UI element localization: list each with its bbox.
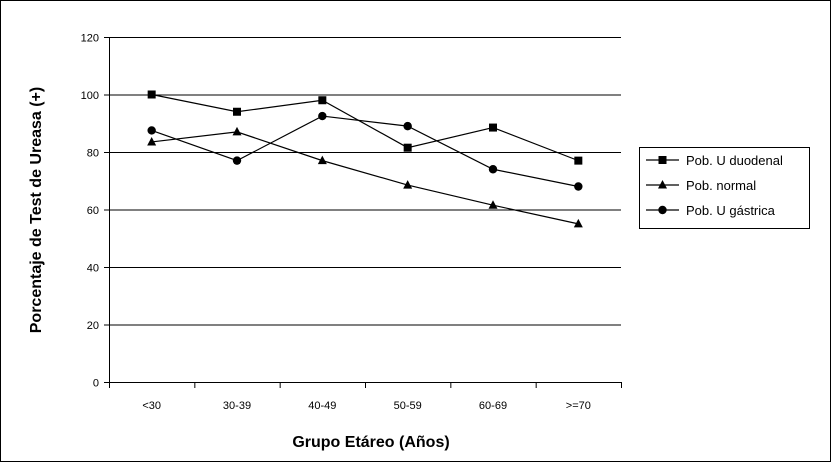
data-point-circle	[488, 165, 498, 174]
legend-label: Pob. U duodenal	[686, 153, 783, 168]
legend-item: Pob. U duodenal	[646, 153, 783, 168]
x-tick-label: 40-49	[308, 400, 336, 412]
series-line-circle	[151, 115, 579, 188]
x-tick-label: >=70	[566, 400, 591, 412]
data-point-square	[489, 123, 497, 132]
legend-label: Pob. U gástrica	[686, 203, 776, 218]
series-line-square	[151, 93, 579, 162]
x-axis-title: Grupo Etáreo (Años)	[292, 434, 449, 451]
legend-label: Pob. normal	[686, 178, 756, 193]
legend-marker-square	[658, 156, 667, 164]
y-tick-label: 0	[93, 378, 99, 390]
x-tick-label: 30-39	[223, 400, 251, 412]
x-tick-label: 50-59	[394, 400, 422, 412]
y-tick-label: 100	[81, 90, 99, 102]
y-tick-label: 60	[87, 205, 99, 217]
y-tick-label: 120	[81, 33, 99, 45]
series-square	[147, 90, 583, 165]
data-point-square	[574, 156, 583, 165]
data-point-square	[147, 90, 156, 99]
y-tick-label: 20	[87, 320, 99, 332]
series-triangle	[147, 126, 583, 228]
data-point-triangle	[147, 136, 157, 146]
data-point-triangle	[317, 155, 327, 165]
data-point-triangle	[232, 126, 242, 136]
x-tick-label: <30	[142, 400, 161, 412]
legend-box	[639, 147, 810, 229]
data-point-square	[233, 107, 241, 116]
series-circle	[147, 111, 583, 191]
gridlines	[109, 37, 621, 326]
data-point-square	[403, 143, 412, 152]
series-line-triangle	[151, 131, 579, 225]
legend-item: Pob. normal	[646, 178, 756, 193]
y-axis-title: Porcentaje de Test de Ureasa (+)	[28, 87, 45, 333]
data-point-triangle	[573, 218, 583, 228]
x-tick-label: 60-69	[479, 400, 507, 412]
legend-marker-circle	[658, 205, 667, 215]
data-point-circle	[318, 111, 327, 121]
legend-item: Pob. U gástrica	[646, 203, 776, 218]
data-point-square	[318, 96, 327, 105]
y-tick-label: 80	[87, 148, 99, 160]
axes: 0 20 40 60 80 100 120 <30 30-39 40-49 50-59 60-69 >=…	[81, 33, 622, 412]
legend-marker-triangle	[658, 180, 667, 189]
series-lines	[147, 90, 583, 228]
data-point-circle	[232, 156, 242, 165]
y-tick-label: 40	[87, 263, 99, 275]
data-point-circle	[574, 182, 583, 191]
legend: Pob. U duodenal Pob. normal Pob. U gástric…	[639, 147, 810, 229]
data-point-circle	[147, 126, 156, 135]
data-point-circle	[403, 121, 412, 131]
data-point-triangle	[488, 200, 498, 209]
data-point-triangle	[403, 180, 413, 189]
